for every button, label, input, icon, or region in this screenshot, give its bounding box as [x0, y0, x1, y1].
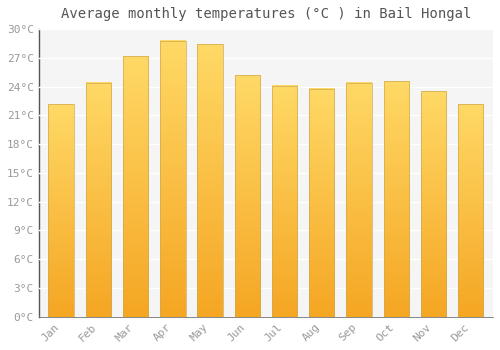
Bar	[272, 86, 297, 317]
Bar	[198, 44, 222, 317]
Bar	[86, 83, 111, 317]
Bar	[309, 89, 334, 317]
Bar	[234, 75, 260, 317]
Bar	[384, 81, 409, 317]
Bar	[346, 83, 372, 317]
Bar	[123, 56, 148, 317]
Title: Average monthly temperatures (°C ) in Bail Hongal: Average monthly temperatures (°C ) in Ba…	[60, 7, 471, 21]
Bar	[160, 41, 186, 317]
Bar	[458, 104, 483, 317]
Bar	[421, 91, 446, 317]
Bar	[48, 104, 74, 317]
